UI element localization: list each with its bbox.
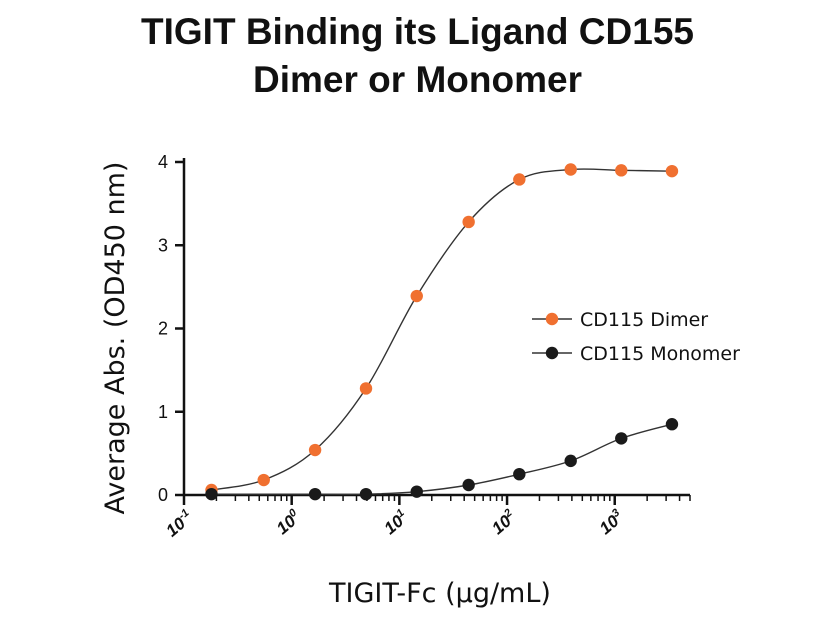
y-tick-label: 3 (158, 235, 168, 255)
data-point-dimer (615, 164, 628, 177)
legend-label: CD115 Monomer (580, 343, 740, 365)
data-point-dimer (564, 163, 577, 176)
chart-title: TIGIT Binding its Ligand CD155 Dimer or … (0, 8, 835, 104)
y-tick-label: 4 (158, 152, 168, 172)
data-point-dimer (665, 164, 679, 178)
data-point-dimer (257, 473, 270, 487)
x-tick-label: 100 (272, 506, 305, 538)
legend-label: CD115 Dimer (580, 309, 708, 331)
y-tick-label: 2 (158, 319, 168, 339)
y-tick-label: 1 (158, 402, 168, 422)
x-tick-label: 103 (595, 507, 627, 538)
data-point-monomer (665, 418, 679, 431)
data-point-dimer (462, 215, 475, 229)
legend: CD115 Dimer CD115 Monomer (532, 309, 740, 365)
data-point-monomer (513, 467, 526, 481)
data-point-monomer (564, 454, 577, 468)
data-point-dimer (308, 443, 322, 457)
data-point-monomer (205, 487, 218, 501)
legend-marker (545, 312, 559, 326)
data-point-monomer (462, 478, 475, 492)
data-point-dimer (359, 382, 373, 395)
data-point-dimer (513, 173, 526, 186)
fit-curve-dimer (211, 168, 673, 491)
y-tick-label: 0 (158, 485, 168, 505)
x-tick-label: 101 (380, 507, 412, 538)
chart-title-line2: Dimer or Monomer (253, 59, 582, 100)
x-tick-label: 102 (488, 507, 520, 538)
fit-curves (211, 168, 673, 496)
data-point-monomer (615, 432, 628, 445)
legend-marker (545, 346, 559, 360)
data-point-monomer (410, 485, 423, 498)
data-points (205, 163, 679, 501)
data-point-dimer (410, 289, 423, 303)
data-point-monomer (308, 487, 322, 501)
chart-title-line1: TIGIT Binding its Ligand CD155 (141, 11, 694, 52)
fit-curve-monomer (211, 423, 673, 496)
data-point-monomer (359, 487, 373, 501)
x-axis-title: TIGIT-Fc (µg/mL) (328, 578, 551, 609)
x-tick-label: 10-1 (162, 507, 197, 541)
y-axis-title: Average Abs. (OD450 nm) (100, 162, 131, 515)
